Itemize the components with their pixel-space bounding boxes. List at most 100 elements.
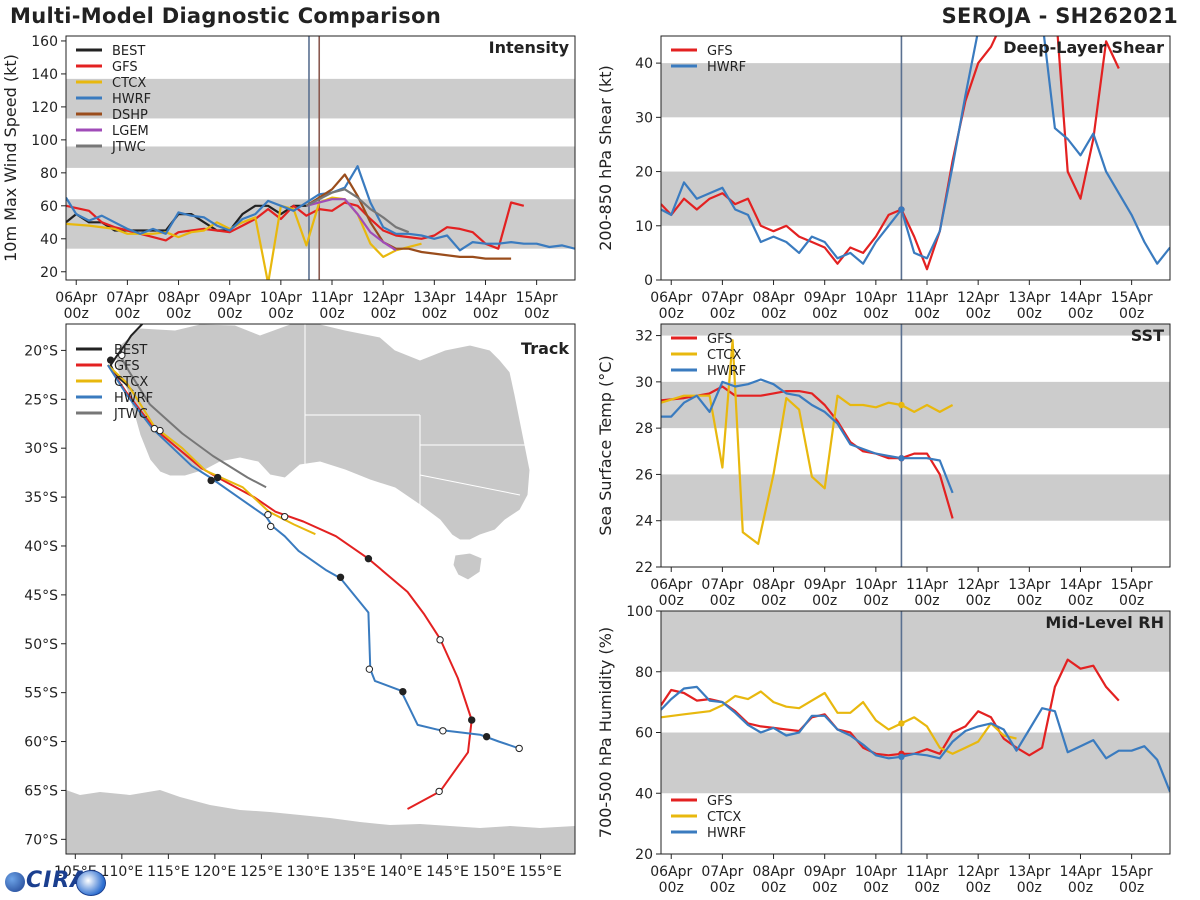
track-xtick-label: 135°E: [333, 864, 376, 880]
track-marker-gfs: [436, 636, 444, 644]
sst-ytick-label: 24: [635, 514, 653, 530]
track-plot-frame: [65, 323, 576, 855]
track-marker-gfs: [435, 787, 443, 796]
sst-legend-label-gfs: GFS: [707, 332, 733, 347]
track-series-best: [109, 324, 144, 393]
intensity-xtick-date: 10Apr: [260, 290, 302, 306]
track-panel: 105°E 110°E 115°E 120°E 125°E 130°E 135°E 140°E…: [24, 323, 576, 880]
track-xtick-label: 115°E: [147, 864, 190, 880]
intensity-ytick-label: 20: [40, 265, 58, 281]
track-marker-hwrf: [207, 476, 215, 485]
intensity-xtick-hour: 00z: [115, 306, 140, 322]
sst-xtick-hour: 00z: [914, 593, 939, 609]
australia-landmass: [115, 324, 531, 541]
rh-xtick-hour: 00z: [1119, 880, 1144, 896]
track-xtick-label: 130°E: [287, 864, 330, 880]
sst-xtick-date: 10Apr: [855, 577, 897, 593]
state-borders: [304, 324, 525, 505]
rh-legend-label-ctcx: CTCX: [707, 810, 741, 825]
track-xtick-label: 145°E: [426, 864, 469, 880]
track-marker-hwrf: [515, 744, 523, 753]
rh-legend-label-gfs: GFS: [707, 794, 733, 809]
rh-threshold-band: [661, 732, 1170, 794]
rh-series-gfs: [661, 658, 1120, 757]
shear-xtick-hour: 00z: [914, 306, 939, 322]
shear-series-gfs: [661, 36, 1120, 271]
track-panel-title: Track: [521, 339, 569, 358]
track-ytick-label: 55°S: [24, 686, 58, 702]
track-marker-ctcx: [150, 424, 159, 433]
rh-threshold-band: [661, 611, 1170, 672]
intensity-xtick-hour: 00z: [524, 306, 549, 322]
intensity-series-dshp: [305, 173, 512, 260]
shear-ylabel: 200-850 hPa Shear (kt): [596, 65, 615, 251]
intensity-xtick-date: 09Apr: [209, 290, 251, 306]
track-legend-label-gfs: GFS: [114, 359, 140, 374]
track-xtick-label: 120°E: [194, 864, 237, 880]
track-legend-label-ctcx: CTCX: [114, 375, 148, 390]
shear-xtick-hour: 00z: [1017, 306, 1042, 322]
sst-panel: 22242628303206Apr00z07Apr00z08Apr00z09Ap…: [596, 323, 1171, 609]
intensity-legend-label-dshp: DSHP: [112, 108, 148, 123]
shear-xtick-hour: 00z: [659, 306, 684, 322]
intensity-threshold-band: [66, 146, 575, 168]
sst-ylabel: Sea Surface Temp (°C): [596, 355, 615, 535]
track-ytick-label: 70°S: [24, 832, 58, 848]
shear-legend-label-hwrf: HWRF: [707, 60, 746, 75]
rh-series-hwrf: [661, 685, 1170, 793]
sst-marker-ctcx: [898, 401, 905, 409]
shear-panel: 01020304006Apr00z07Apr00z08Apr00z09Apr00…: [596, 35, 1171, 322]
sst-ytick-label: 32: [635, 329, 653, 345]
intensity-xtick-date: 08Apr: [158, 290, 200, 306]
shear-xtick-hour: 00z: [710, 306, 735, 322]
track-marker-gfs: [364, 554, 373, 563]
intensity-ytick-label: 140: [31, 67, 58, 83]
sst-xtick-date: 11Apr: [906, 577, 948, 593]
sst-legend-label-ctcx: CTCX: [707, 348, 741, 363]
rh-series-ctcx: [661, 690, 1017, 755]
rh-ylabel: 700-500 hPa Humidity (%): [596, 627, 615, 838]
shear-xtick-date: 13Apr: [1008, 290, 1050, 306]
intensity-xtick-hour: 00z: [166, 306, 191, 322]
intensity-xtick-hour: 00z: [64, 306, 89, 322]
intensity-legend-label-hwrf: HWRF: [112, 92, 151, 107]
track-ytick-label: 65°S: [24, 783, 58, 799]
sst-marker-hwrf: [898, 455, 905, 462]
track-legend-label-best: BEST: [114, 343, 147, 358]
intensity-series-jtwc: [305, 188, 410, 234]
rh-xtick-hour: 00z: [1068, 880, 1093, 896]
track-marker-gfs: [482, 732, 491, 741]
shear-xtick-hour: 00z: [1068, 306, 1093, 322]
intensity-panel: 2040608010012014016006Apr00z07Apr00z08Ap…: [1, 34, 576, 322]
track-marker-gfs: [468, 716, 476, 724]
intensity-xtick-date: 15Apr: [516, 290, 558, 306]
shear-xtick-hour: 00z: [761, 306, 786, 322]
intensity-ytick-label: 60: [40, 199, 58, 215]
sst-xtick-hour: 00z: [761, 593, 786, 609]
intensity-xtick-date: 12Apr: [362, 290, 404, 306]
rh-panel-title: Mid-Level RH: [1045, 613, 1164, 632]
track-xtick-label: 150°E: [473, 864, 516, 880]
rh-ytick-label: 40: [635, 786, 653, 802]
sst-ytick-label: 28: [635, 421, 653, 437]
track-ytick-label: 40°S: [24, 539, 58, 555]
figure-title: Multi-Model Diagnostic Comparison: [10, 4, 442, 28]
intensity-series-hwrf: [66, 165, 575, 252]
sst-xtick-hour: 00z: [1119, 593, 1144, 609]
rh-xtick-date: 11Apr: [906, 864, 948, 880]
sst-xtick-hour: 00z: [1068, 593, 1093, 609]
track-marker-hwrf: [365, 665, 374, 673]
rh-xtick-date: 10Apr: [855, 864, 897, 880]
shear-xtick-date: 14Apr: [1059, 290, 1101, 306]
sst-xtick-hour: 00z: [966, 593, 991, 609]
intensity-legend-label-lgem: LGEM: [112, 124, 149, 139]
track-ytick-label: 35°S: [24, 490, 58, 506]
rh-xtick-hour: 00z: [914, 880, 939, 896]
intensity-ytick-label: 80: [40, 166, 58, 182]
rh-xtick-hour: 00z: [812, 880, 837, 896]
intensity-xtick-date: 07Apr: [106, 290, 148, 306]
rh-ytick-label: 20: [635, 847, 653, 863]
track-xtick-label: 125°E: [240, 864, 283, 880]
